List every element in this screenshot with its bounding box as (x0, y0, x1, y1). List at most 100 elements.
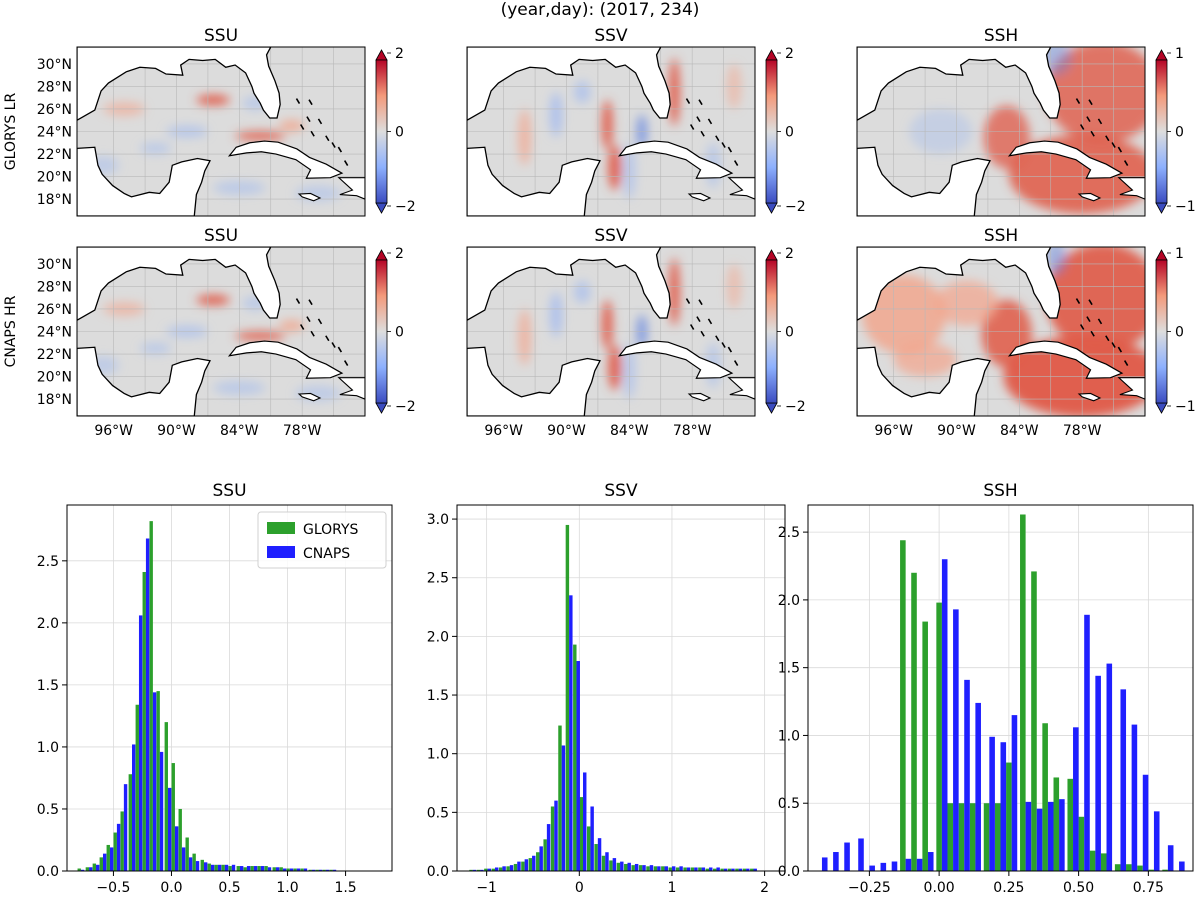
land-bahamas-island (698, 99, 703, 106)
map-anomaly (669, 258, 680, 326)
histogram-bar-cnaps (159, 751, 164, 871)
histogram-bar-glorys (1031, 571, 1037, 871)
histogram-bar-cnaps (472, 869, 477, 871)
x-tick-label: 0.25 (993, 880, 1024, 896)
x-tick-label: 1 (667, 880, 676, 896)
map-title: SSU (204, 226, 238, 246)
land-bahamas-island (1090, 330, 1095, 337)
colorbar: 2 0 −2 (765, 46, 806, 215)
land-north-america (77, 247, 281, 321)
histogram-bar-glorys (214, 864, 218, 871)
colorbar-tick-label: −2 (395, 199, 416, 215)
map-row-label: CNAPS HR (3, 295, 19, 367)
histogram-bar-glorys (969, 803, 976, 871)
histogram-bar-glorys (469, 869, 473, 871)
histogram-bar-cnaps (311, 869, 316, 871)
land-bahamas-island (689, 124, 695, 130)
map-title: SSV (594, 26, 628, 46)
histogram-bar-cnaps (1167, 845, 1174, 871)
land-bahamas-island (1088, 99, 1093, 106)
land-jamaica (297, 192, 322, 202)
histogram-bar-glorys (513, 863, 518, 871)
land-bahamas-island (721, 142, 726, 148)
map-field (857, 47, 1145, 216)
x-tick-label: 0 (575, 880, 584, 896)
y-tick-label: 1.5 (778, 661, 800, 677)
map-anomaly (1008, 134, 1145, 214)
histogram-bar-cnaps (844, 842, 850, 871)
map-field (857, 247, 1145, 416)
histogram-bar-cnaps (224, 864, 229, 871)
land-bahamas-island (1075, 298, 1081, 304)
land-bahamas-island (299, 324, 305, 330)
histogram-bar-glorys (77, 868, 81, 871)
histogram-bar-glorys (1067, 778, 1074, 871)
map-title: SSU (204, 26, 238, 46)
histogram-bar-cnaps (546, 824, 551, 871)
histogram-bar-cnaps (941, 559, 948, 871)
map-panel-group: SSU 30°N 28°N 26°N 24°N 22°N 20°N 18°N GLORYS LR… (3, 26, 1196, 439)
histogram-bar-glorys (1053, 777, 1060, 871)
histogram-bar-cnaps (332, 869, 337, 871)
histogram-bar-cnaps (905, 858, 912, 871)
colorbar: 2 0 −2 (375, 246, 416, 415)
land-bahamas-island (1117, 146, 1123, 153)
y-tick-label: 2.0 (778, 593, 800, 609)
histogram-bar-cnaps (275, 867, 280, 871)
histogram-bar-cnaps (167, 787, 172, 871)
histogram-bar-glorys (322, 869, 326, 871)
y-tick-label: 2.0 (37, 616, 59, 632)
land-bahamas-island (715, 335, 720, 342)
histogram-bar-glorys (720, 868, 724, 871)
histogram-bar-cnaps (649, 865, 654, 871)
map-lon-tick-label: 78°W (283, 423, 322, 439)
map-anomaly (1045, 47, 1145, 143)
map-anomaly (1045, 247, 1145, 352)
land-bahamas-island (727, 146, 733, 153)
map-lat-tick-label: 28°N (37, 279, 72, 295)
colorbar-extend-max (765, 249, 778, 261)
land-bahamas-island (1117, 346, 1123, 353)
histogram-frame (456, 504, 786, 872)
map-anomaly (279, 320, 305, 332)
histogram-bar-cnaps (1025, 801, 1032, 871)
histogram-bar-cnaps (325, 869, 330, 871)
map-anomaly (573, 280, 591, 304)
histogram-bar-glorys (1078, 816, 1085, 871)
histogram-bar-glorys (712, 868, 717, 871)
land-bahamas-island (707, 118, 713, 125)
colorbar-extend-max (1155, 49, 1168, 61)
histogram-bar-cnaps (554, 800, 558, 871)
histogram-bar-glorys (1114, 864, 1121, 871)
histogram-bar-glorys (565, 524, 570, 871)
land-bahamas-island (310, 130, 315, 137)
map-row-label: GLORYS LR (3, 93, 19, 171)
map-anomaly (602, 99, 613, 150)
histogram-bar-glorys (113, 832, 117, 871)
histogram-bar-glorys (1126, 864, 1132, 871)
map-anomaly (608, 145, 621, 191)
histogram-bar-cnaps (145, 538, 150, 871)
histogram-bar-glorys (92, 863, 97, 871)
histogram-bar-cnaps (231, 864, 236, 871)
legend-swatch-glorys (267, 522, 295, 534)
histogram-bar-glorys (1148, 869, 1154, 871)
colorbar-extend-min (765, 202, 778, 214)
land-bahamas-island (1086, 116, 1091, 123)
histogram-bar-cnaps (709, 867, 713, 871)
histogram-bar-cnaps (1047, 801, 1054, 871)
histogram-bar-glorys (911, 572, 917, 871)
histogram-bar-glorys (653, 866, 658, 871)
histogram-bar-cnaps (480, 869, 484, 871)
map-field (467, 247, 755, 416)
histogram-bar-glorys (250, 866, 254, 871)
y-tick-label: 2.0 (427, 629, 449, 645)
land-bahamas-island (295, 298, 301, 304)
land-bahamas-island (343, 360, 349, 366)
histogram-bar-cnaps (1073, 727, 1079, 871)
histogram-bar-glorys (675, 867, 680, 871)
histogram-bar-cnaps (1095, 675, 1101, 871)
histogram-bar-glorys (661, 866, 665, 871)
histogram-bar-cnaps (517, 861, 521, 871)
y-tick-label: 2.5 (37, 554, 59, 570)
